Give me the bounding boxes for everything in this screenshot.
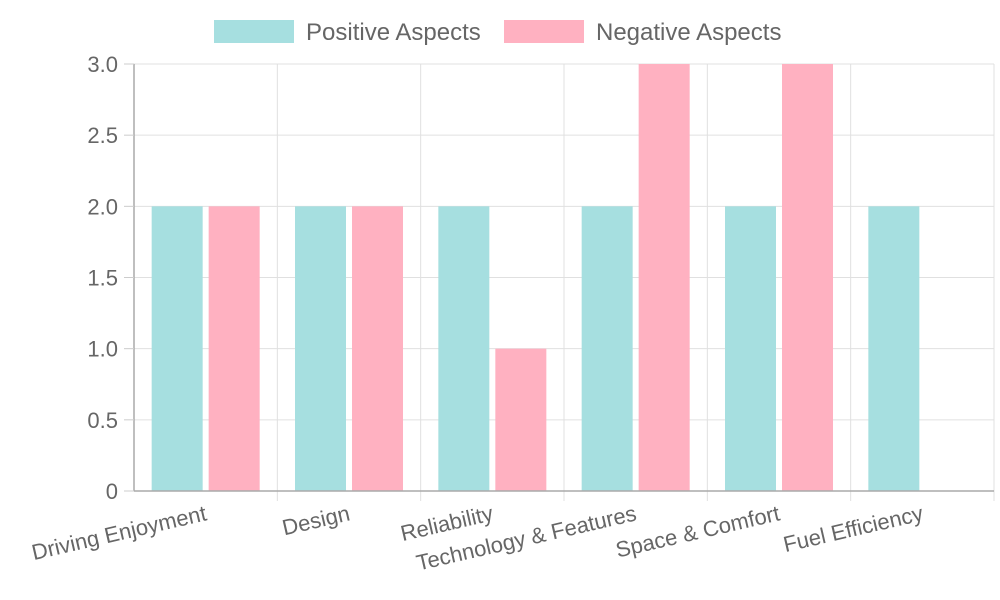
- bar-positive[interactable]: [151, 206, 203, 492]
- y-tick-label: 3.0: [87, 52, 118, 77]
- bar-positive[interactable]: [581, 206, 633, 492]
- legend-swatch-negative[interactable]: [504, 20, 584, 43]
- x-axis-ticks: Driving Enjoyment Design ReliabilityTechno…: [29, 501, 925, 576]
- bars: [151, 64, 920, 492]
- y-tick-label: 0.5: [87, 408, 118, 433]
- legend-swatch-positive[interactable]: [214, 20, 294, 43]
- x-tick-label: Fuel Efficiency: [781, 501, 926, 557]
- legend-label-negative[interactable]: Negative Aspects: [596, 19, 781, 46]
- bar-negative[interactable]: [638, 64, 690, 491]
- legend-label-positive[interactable]: Positive Aspects: [306, 19, 481, 46]
- bar-negative[interactable]: [782, 64, 833, 491]
- y-tick-label: 0: [106, 479, 118, 504]
- bar-positive[interactable]: [868, 206, 920, 492]
- gridlines: [134, 63, 995, 501]
- bar-negative[interactable]: [495, 348, 547, 491]
- legend: Positive Aspects Negative Aspects: [214, 19, 781, 46]
- x-tick-label: Space & Comfort: [613, 501, 782, 563]
- bar-positive[interactable]: [725, 206, 776, 492]
- x-tick-label: Driving Enjoyment: [29, 501, 209, 566]
- bar-negative[interactable]: [352, 206, 403, 492]
- bar-negative[interactable]: [208, 206, 260, 492]
- bar-positive[interactable]: [295, 206, 346, 492]
- y-axis-ticks: 0 0.5 1.0 1.5 2.0 2.5 3.0: [87, 52, 134, 504]
- y-tick-label: 2.5: [87, 123, 118, 148]
- bar-positive[interactable]: [438, 206, 490, 492]
- y-tick-label: 2.0: [87, 194, 118, 219]
- y-tick-label: 1.5: [87, 266, 118, 291]
- y-tick-label: 1.0: [87, 337, 118, 362]
- x-tick-label: Design: [280, 501, 352, 541]
